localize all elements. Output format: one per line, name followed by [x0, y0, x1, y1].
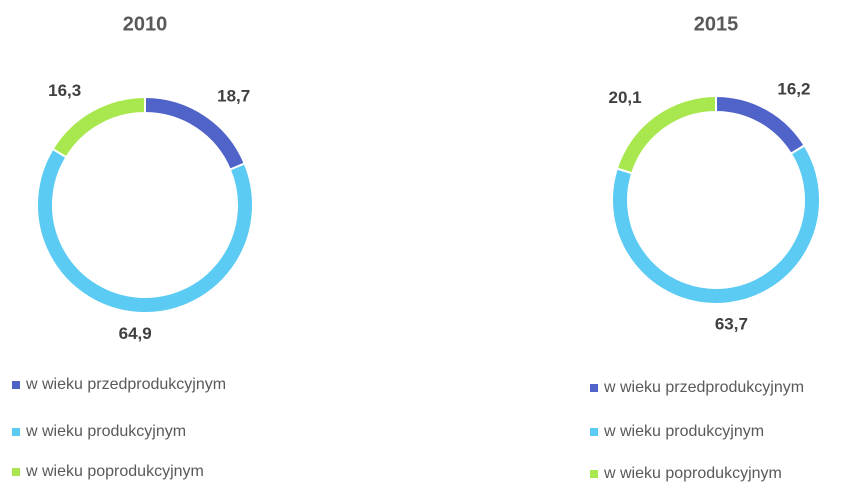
donut-segment	[144, 95, 247, 171]
value-label: 64,9	[119, 324, 152, 343]
chart-title: 2015	[694, 13, 739, 35]
value-label: 20,1	[609, 88, 642, 107]
legend-label: w wieku poprodukcyjnym	[603, 465, 782, 482]
value-label: 16,3	[48, 81, 81, 100]
value-label: 18,7	[217, 86, 250, 105]
legend-label: w wieku produkcyjnym	[603, 423, 764, 440]
donut-segment	[36, 147, 254, 314]
legend-label: w wieku przedprodukcyjnym	[603, 379, 804, 396]
legend-swatch	[12, 428, 20, 436]
legend-swatch	[12, 468, 20, 476]
legend-swatch	[590, 428, 598, 436]
donut-segment	[611, 144, 821, 305]
value-label: 63,7	[715, 315, 748, 334]
legend-label: w wieku przedprodukcyjnym	[25, 376, 226, 393]
legend-swatch	[590, 384, 598, 392]
donut-segment	[615, 94, 717, 175]
chart-title: 2010	[123, 13, 168, 35]
donut-segment	[51, 95, 146, 159]
value-label: 16,2	[777, 79, 810, 98]
legend-label: w wieku poprodukcyjnym	[25, 463, 204, 480]
donut-segment	[715, 94, 806, 156]
legend-swatch	[12, 381, 20, 389]
legend-label: w wieku produkcyjnym	[25, 423, 186, 440]
legend-swatch	[590, 470, 598, 478]
